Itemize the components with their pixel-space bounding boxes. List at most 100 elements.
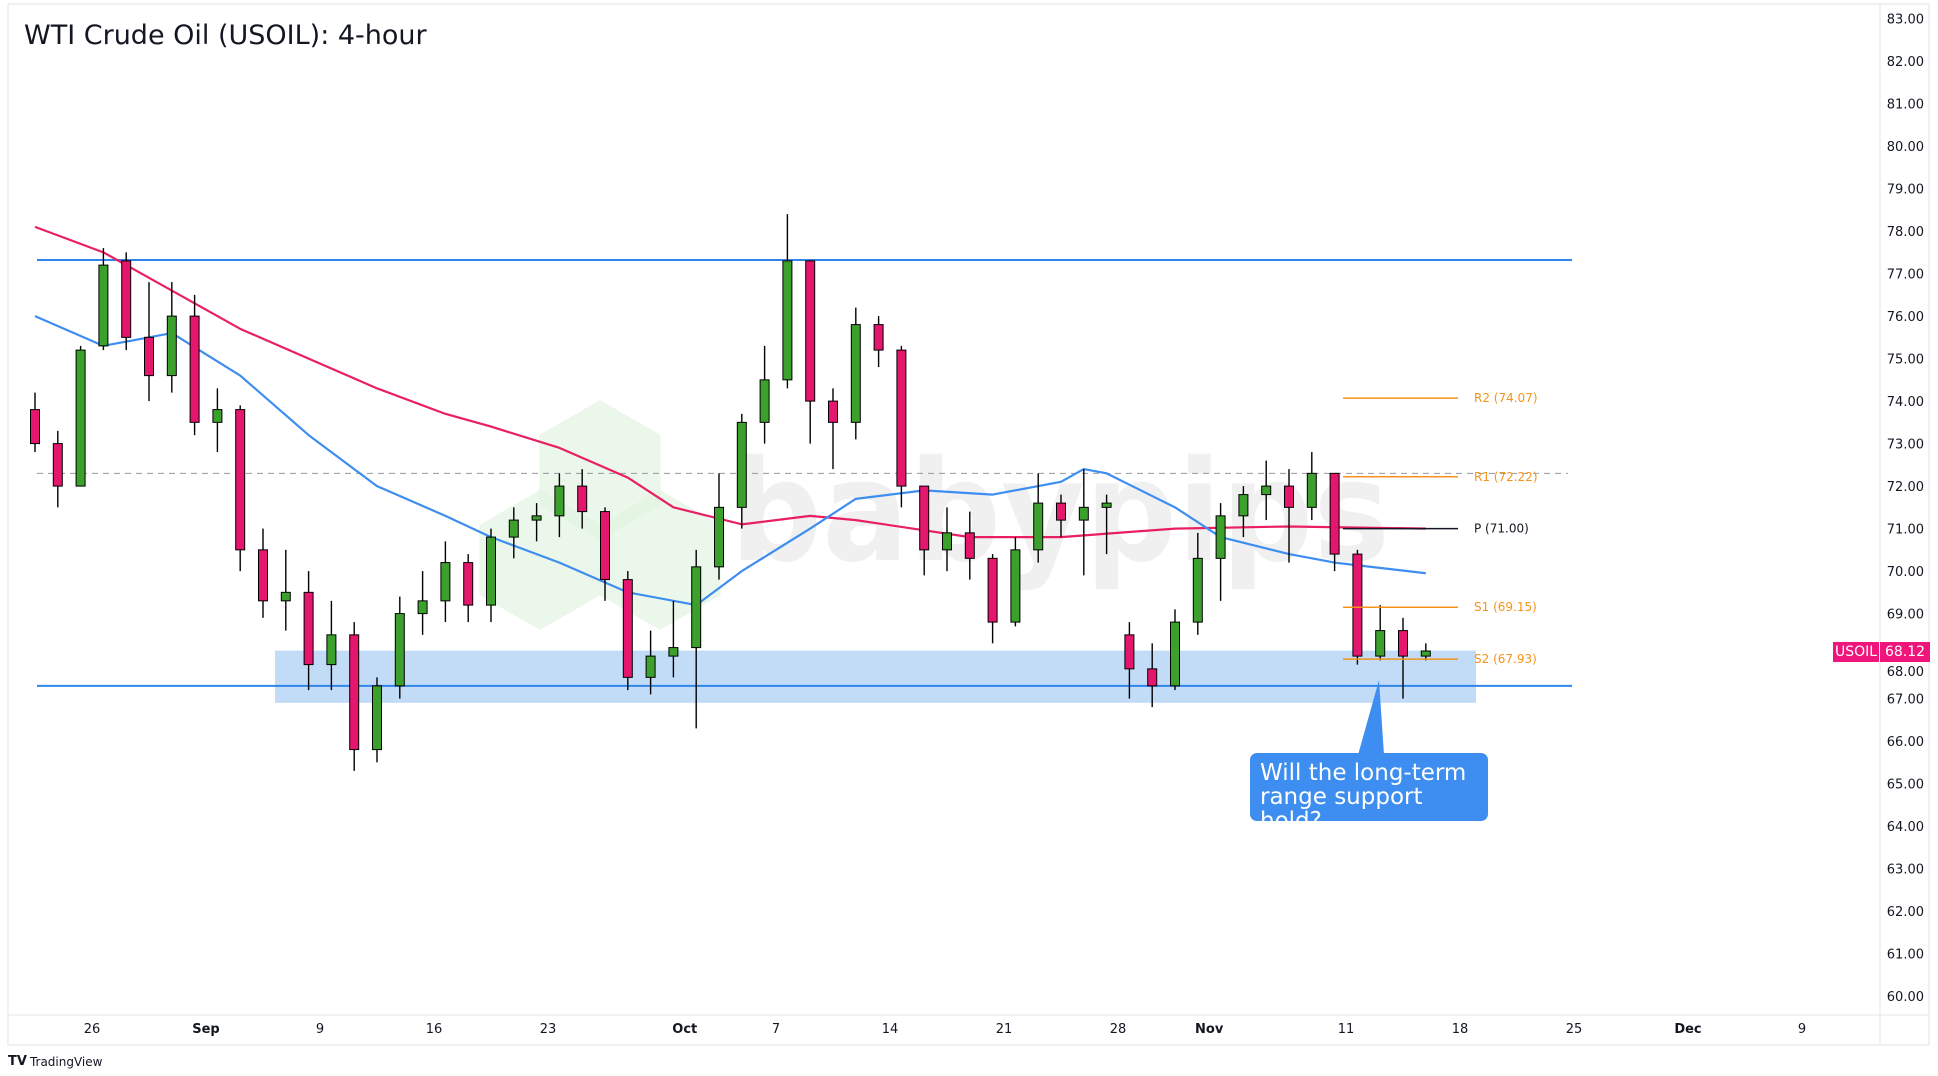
- candle-body: [417, 600, 428, 615]
- candle: [1306, 452, 1317, 521]
- candle-body: [1192, 557, 1203, 623]
- candle: [896, 345, 907, 508]
- candle-body: [668, 647, 679, 657]
- y-tick-label: 73.00: [1887, 438, 1924, 453]
- tradingview-branding[interactable]: TV TradingView: [8, 1054, 102, 1069]
- x-tick-label: 28: [1110, 1022, 1127, 1037]
- candle-body: [372, 685, 382, 751]
- candle-body: [394, 613, 405, 687]
- candle: [52, 430, 63, 508]
- candle: [372, 677, 382, 763]
- tradingview-logo-icon: TV: [8, 1054, 27, 1069]
- candle: [942, 507, 952, 572]
- candle: [873, 316, 884, 368]
- candle-body: [1170, 621, 1180, 687]
- candle-body: [144, 336, 154, 377]
- candle-body: [691, 566, 702, 649]
- candle-body: [1238, 494, 1249, 517]
- candle-body: [303, 591, 314, 666]
- y-tick-label: 71.00: [1887, 523, 1924, 538]
- callout-pointer: [1358, 680, 1384, 755]
- candle: [1192, 532, 1203, 635]
- candle-body: [828, 400, 838, 423]
- candle: [1284, 469, 1294, 563]
- candle-body: [964, 532, 975, 559]
- candle-body: [166, 315, 177, 377]
- support-zone: [275, 650, 1476, 703]
- candle: [30, 392, 40, 453]
- pivot-label: R2 (74.07): [1474, 391, 1538, 405]
- candle: [850, 307, 861, 440]
- candle: [349, 622, 360, 771]
- candle-body: [554, 485, 565, 517]
- candle-body: [1033, 502, 1044, 551]
- candle-body: [1124, 634, 1135, 670]
- y-tick-label: 78.00: [1887, 225, 1924, 240]
- candle-body: [1147, 668, 1158, 687]
- candle: [212, 388, 223, 453]
- x-tick-label: 11: [1338, 1022, 1355, 1037]
- candle: [1010, 537, 1021, 627]
- candle: [98, 248, 109, 351]
- candle: [1124, 622, 1135, 699]
- candle: [1238, 486, 1249, 538]
- candle-body: [782, 260, 793, 381]
- y-tick-label: 60.00: [1887, 990, 1924, 1005]
- candle: [782, 214, 793, 389]
- candle: [1215, 503, 1226, 601]
- y-tick-label: 72.00: [1887, 480, 1924, 495]
- symbol-tag: USOIL: [1833, 642, 1879, 662]
- candle: [1078, 469, 1089, 576]
- candle-body: [486, 536, 496, 606]
- y-tick-label: 77.00: [1887, 268, 1924, 283]
- candle: [1170, 609, 1180, 691]
- candle-body: [1375, 630, 1386, 657]
- y-tick-label: 61.00: [1887, 948, 1924, 963]
- candle-body: [873, 324, 884, 351]
- candle: [1398, 617, 1408, 699]
- y-tick-label: 69.00: [1887, 608, 1924, 623]
- moving-average-line: [34, 315, 1426, 607]
- candle-body: [349, 634, 360, 751]
- candle: [1101, 494, 1112, 555]
- candle: [189, 294, 200, 436]
- chart-frame: [7, 3, 1930, 1046]
- candle-body: [75, 349, 86, 487]
- candle: [622, 571, 633, 691]
- candle: [1261, 460, 1272, 521]
- candle-body: [896, 349, 907, 487]
- x-tick-label: 9: [1798, 1022, 1806, 1037]
- candle: [600, 507, 610, 601]
- y-tick-label: 68.00: [1887, 665, 1924, 680]
- candles: [30, 214, 1431, 771]
- candle-body: [440, 562, 451, 602]
- pivot-label: S2 (67.93): [1474, 652, 1537, 666]
- candle-body: [622, 579, 633, 678]
- candle: [714, 473, 724, 580]
- candle-body: [1010, 549, 1021, 623]
- x-tick-label: Nov: [1195, 1022, 1224, 1037]
- x-tick-label: 16: [426, 1022, 443, 1037]
- candle-body: [258, 549, 268, 602]
- candle-body: [1420, 650, 1431, 657]
- y-tick-label: 64.00: [1887, 820, 1924, 835]
- x-tick-label: 14: [882, 1022, 899, 1037]
- candle-body: [30, 409, 40, 445]
- y-tick-label: 82.00: [1887, 55, 1924, 70]
- x-tick-label: 18: [1452, 1022, 1469, 1037]
- candle: [417, 571, 428, 635]
- candle-body: [600, 511, 610, 581]
- candle: [1147, 643, 1158, 708]
- pivot-label: P (71.00): [1474, 522, 1529, 536]
- candle: [736, 413, 747, 529]
- candle-body: [850, 324, 861, 423]
- candle: [645, 630, 656, 695]
- candle: [508, 507, 519, 559]
- candle: [531, 503, 542, 542]
- candle-body: [121, 260, 132, 338]
- candle: [1375, 605, 1386, 661]
- y-tick-label: 66.00: [1887, 735, 1924, 750]
- chart-title: WTI Crude Oil (USOIL): 4-hour: [24, 20, 427, 51]
